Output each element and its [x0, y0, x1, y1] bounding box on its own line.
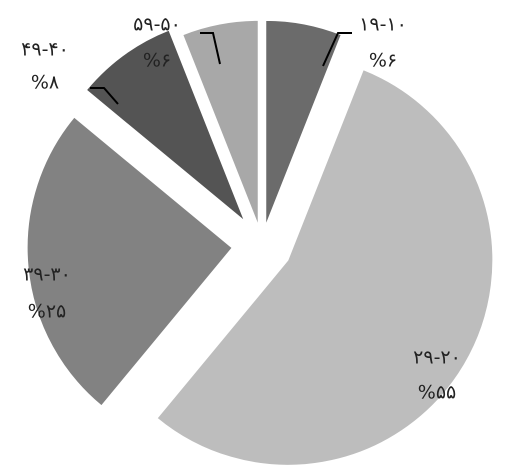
- pie-slice: [182, 19, 259, 226]
- slice-value-label: %۸: [31, 72, 59, 94]
- slice-value-label: %۶: [143, 50, 171, 72]
- pie-slice: [156, 69, 494, 466]
- slice-value-label: %۵۵: [418, 382, 456, 404]
- slice-category-label: ۳۹-۳۰: [23, 264, 71, 286]
- leader-line: [322, 32, 352, 67]
- pie-slice: [265, 19, 342, 226]
- slice-category-label: ۴۹-۴۰: [21, 39, 69, 61]
- leader-line: [90, 87, 119, 105]
- slice-category-label: ۵۹-۵۰: [133, 14, 181, 36]
- pie-slice: [85, 29, 245, 222]
- slice-value-label: %۶: [369, 50, 397, 72]
- leader-lines: [90, 32, 352, 105]
- slice-value-label: %۲۵: [28, 301, 66, 323]
- slice-category-label: ۱۹-۱۰: [359, 14, 407, 36]
- pie-slice: [26, 116, 233, 407]
- leader-line: [200, 32, 221, 65]
- slice-labels: ۱۹-۱۰ %۶ ۲۹-۲۰ %۵۵ ۳۹-۳۰ %۲۵ ۴۹-۴۰ %۸ ۵۹-۵۰ %۶: [21, 14, 461, 404]
- pie-slices: [26, 19, 494, 466]
- slice-category-label: ۲۹-۲۰: [413, 347, 461, 369]
